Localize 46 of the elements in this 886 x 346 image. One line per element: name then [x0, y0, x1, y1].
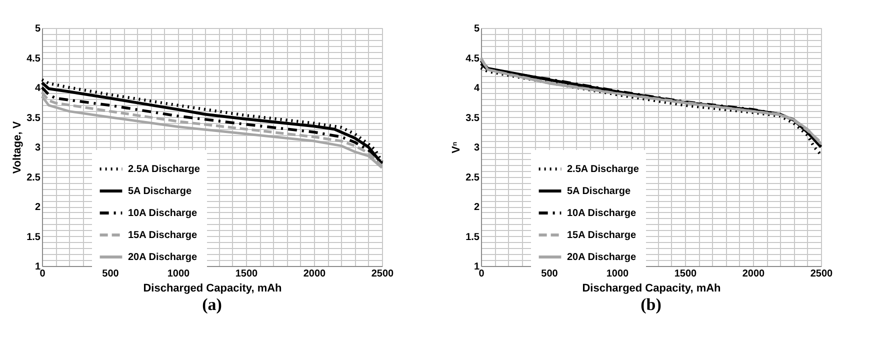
x-tick-label: 0 — [478, 268, 485, 280]
x-axis-title: Discharged Capacity, mAh — [582, 282, 722, 294]
y-axis-title: Vⁿ — [450, 142, 463, 154]
y-tick-label: 4.5 — [26, 53, 41, 64]
text: (b) — [640, 295, 662, 314]
y-tick-label: 2 — [474, 202, 480, 213]
y-tick-label: 3.5 — [26, 112, 41, 124]
y-tick-label: 3 — [34, 142, 41, 154]
y-tick-label: 5 — [474, 24, 480, 34]
legend-label: 2.5A Discharge — [567, 164, 640, 175]
x-tick-label: 2500 — [371, 268, 394, 280]
y-axis-title: Voltage, V — [12, 120, 24, 174]
y-tick-label: 4.5 — [466, 53, 480, 64]
y-tick-label: 2 — [34, 202, 41, 213]
y-tick-label: 2.5 — [466, 172, 480, 184]
x-tick-label: 2000 — [742, 268, 766, 280]
y-tick-label: 4 — [474, 83, 480, 94]
x-tick-label: 500 — [102, 268, 120, 280]
y-tick-label: 2.5 — [26, 172, 41, 184]
y-tick-label: 3.5 — [466, 112, 480, 124]
legend-label: 20A Discharge — [128, 252, 198, 263]
y-tick-label: 5 — [34, 24, 41, 34]
x-axis-title: Discharged Capacity, mAh — [143, 282, 282, 294]
legend-label: 20A Discharge — [567, 252, 637, 263]
y-tick-label: 1.5 — [466, 232, 480, 243]
y-tick-label: 4 — [34, 83, 41, 94]
legend-label: 10A Discharge — [128, 208, 198, 219]
x-tick-label: 500 — [541, 268, 558, 280]
legend-label: 10A Discharge — [567, 208, 637, 219]
x-tick-label: 1000 — [606, 268, 630, 280]
y-tick-label: 1.5 — [26, 232, 41, 243]
legend-label: 15A Discharge — [567, 230, 637, 241]
x-tick-label: 1500 — [674, 268, 698, 280]
x-tick-label: 2000 — [303, 268, 326, 280]
y-tick-label: 1 — [474, 262, 480, 272]
legend-label: 2.5A Discharge — [128, 164, 200, 175]
legend-label: 5A Discharge — [128, 186, 192, 197]
y-tick-label: 1 — [34, 262, 41, 272]
x-tick-label: 1500 — [235, 268, 258, 280]
text: (a) — [202, 295, 222, 314]
legend-label: 5A Discharge — [567, 186, 631, 197]
x-tick-label: 0 — [40, 268, 46, 280]
x-tick-label: 1000 — [167, 268, 190, 280]
y-tick-label: 3 — [474, 142, 480, 154]
legend-label: 15A Discharge — [128, 230, 198, 241]
x-tick-label: 2500 — [810, 268, 834, 280]
